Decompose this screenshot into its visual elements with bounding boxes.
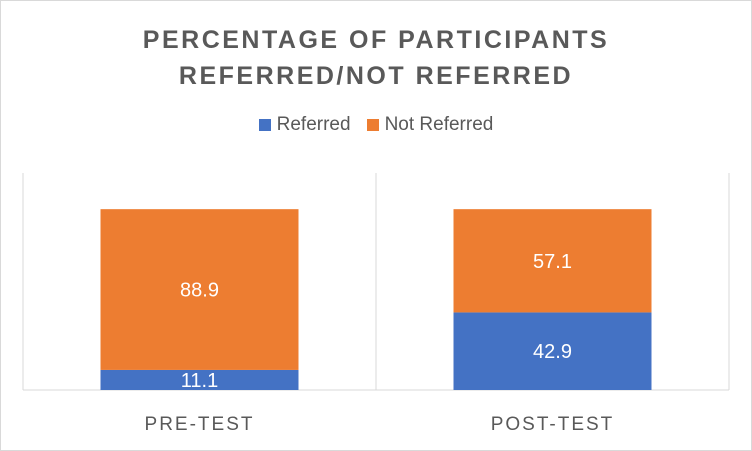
x-tick-label: POST-TEST [491,414,615,435]
legend-label-referred: Referred [276,114,351,135]
x-tick-label: PRE-TEST [145,414,255,435]
bar-referred-pre-test [100,369,299,390]
data-label: 88.9 [180,280,219,302]
bar-not-referred-pre-test [100,209,299,370]
chart-title: PERCENTAGE OF PARTICIPANTS REFERRED/NOT … [0,22,752,94]
legend-label-not-referred: Not Referred [384,114,494,135]
bar-not-referred-post-test [453,209,652,313]
legend-swatch-referred [258,119,271,131]
bar-referred-post-test [453,312,652,390]
data-label: 57.1 [533,251,572,273]
legend-item-not-referred: Not Referred [366,114,494,136]
data-label: 42.9 [533,341,572,363]
chart-title-line-2: REFERRED/NOT REFERRED [178,62,574,90]
legend: Referred Not Referred [0,114,752,136]
chart-title-line-1: PERCENTAGE OF PARTICIPANTS [142,26,610,54]
legend-item-referred: Referred [258,114,351,136]
legend-swatch-not-referred [366,119,379,131]
data-label: 11.1 [181,370,218,392]
